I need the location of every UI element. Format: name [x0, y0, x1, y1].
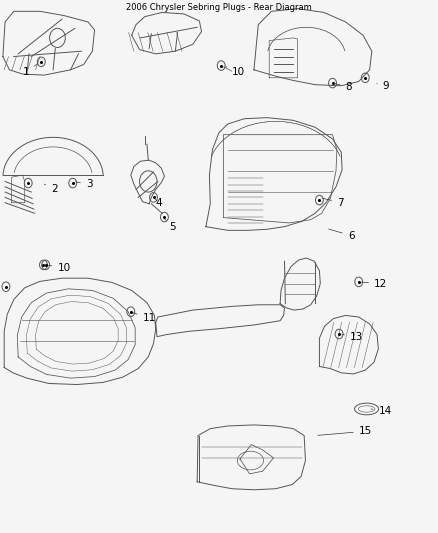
Text: 15: 15 — [318, 426, 372, 437]
Text: 5: 5 — [164, 219, 175, 232]
Text: 10: 10 — [226, 67, 245, 77]
Text: 14: 14 — [371, 406, 392, 416]
Text: 3: 3 — [75, 179, 92, 189]
Text: 7: 7 — [322, 198, 343, 208]
Text: 4: 4 — [155, 198, 162, 208]
Text: 11: 11 — [132, 312, 156, 323]
Text: 1: 1 — [22, 63, 38, 77]
Text: 8: 8 — [335, 82, 352, 92]
Text: 6: 6 — [328, 229, 354, 241]
Text: 2006 Chrysler Sebring Plugs - Rear Diagram: 2006 Chrysler Sebring Plugs - Rear Diagr… — [126, 3, 312, 12]
Text: 10: 10 — [49, 263, 71, 272]
Text: 13: 13 — [342, 332, 363, 342]
Text: 12: 12 — [361, 279, 387, 288]
Text: 2: 2 — [44, 184, 57, 195]
Text: 9: 9 — [377, 81, 389, 91]
